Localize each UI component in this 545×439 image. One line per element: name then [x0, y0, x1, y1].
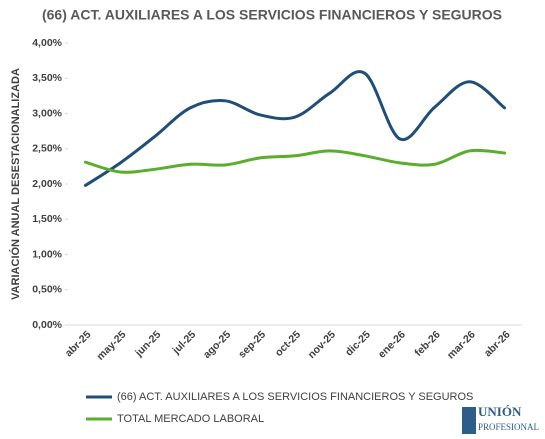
x-tick-label: may-25	[94, 328, 128, 362]
y-axis-title: VARIACIÓN ANUAL DESESTACIONALIZADA	[9, 68, 22, 300]
y-tick-label: 3,50%	[32, 72, 62, 84]
x-tick-label: ago-25	[201, 328, 234, 361]
y-tick-label: 4,00%	[32, 37, 62, 49]
y-tick-label: 0,50%	[32, 284, 62, 296]
series-line	[83, 148, 507, 174]
x-tick-label: abr-26	[482, 328, 513, 359]
x-tick-label: oct-25	[273, 328, 303, 358]
y-tick-label: 2,00%	[32, 178, 62, 190]
x-tick-label: sep-25	[236, 328, 268, 360]
chart-title: (66) ACT. AUXILIARES A LOS SERVICIOS FIN…	[42, 7, 502, 23]
x-tick-label: mar-26	[445, 329, 478, 362]
legend-label: TOTAL MERCADO LABORAL	[117, 413, 264, 425]
x-tick-label: jun-25	[132, 328, 163, 359]
logo-subtext: PROFESIONAL	[478, 422, 539, 432]
y-tick-label: 1,50%	[32, 213, 62, 225]
x-tick-label: nov-25	[306, 328, 339, 361]
logo-mark	[462, 407, 476, 434]
x-tick-label: abr-25	[63, 328, 94, 359]
y-tick-label: 3,00%	[32, 107, 62, 119]
y-tick-label: 2,50%	[32, 143, 62, 155]
x-tick-label: dic-25	[343, 328, 373, 358]
x-tick-label: jul-25	[170, 328, 199, 357]
legend-label: (66) ACT. AUXILIARES A LOS SERVICIOS FIN…	[117, 391, 473, 403]
x-tick-label: feb-26	[412, 328, 442, 358]
y-tick-label: 1,00%	[32, 248, 62, 260]
x-tick-label: ene-26	[376, 328, 408, 360]
y-tick-label: 0,00%	[32, 319, 62, 331]
logo: UNIÓN PROFESIONAL	[462, 404, 539, 434]
logo-text: UNIÓN	[478, 404, 522, 419]
series-line	[83, 70, 507, 187]
